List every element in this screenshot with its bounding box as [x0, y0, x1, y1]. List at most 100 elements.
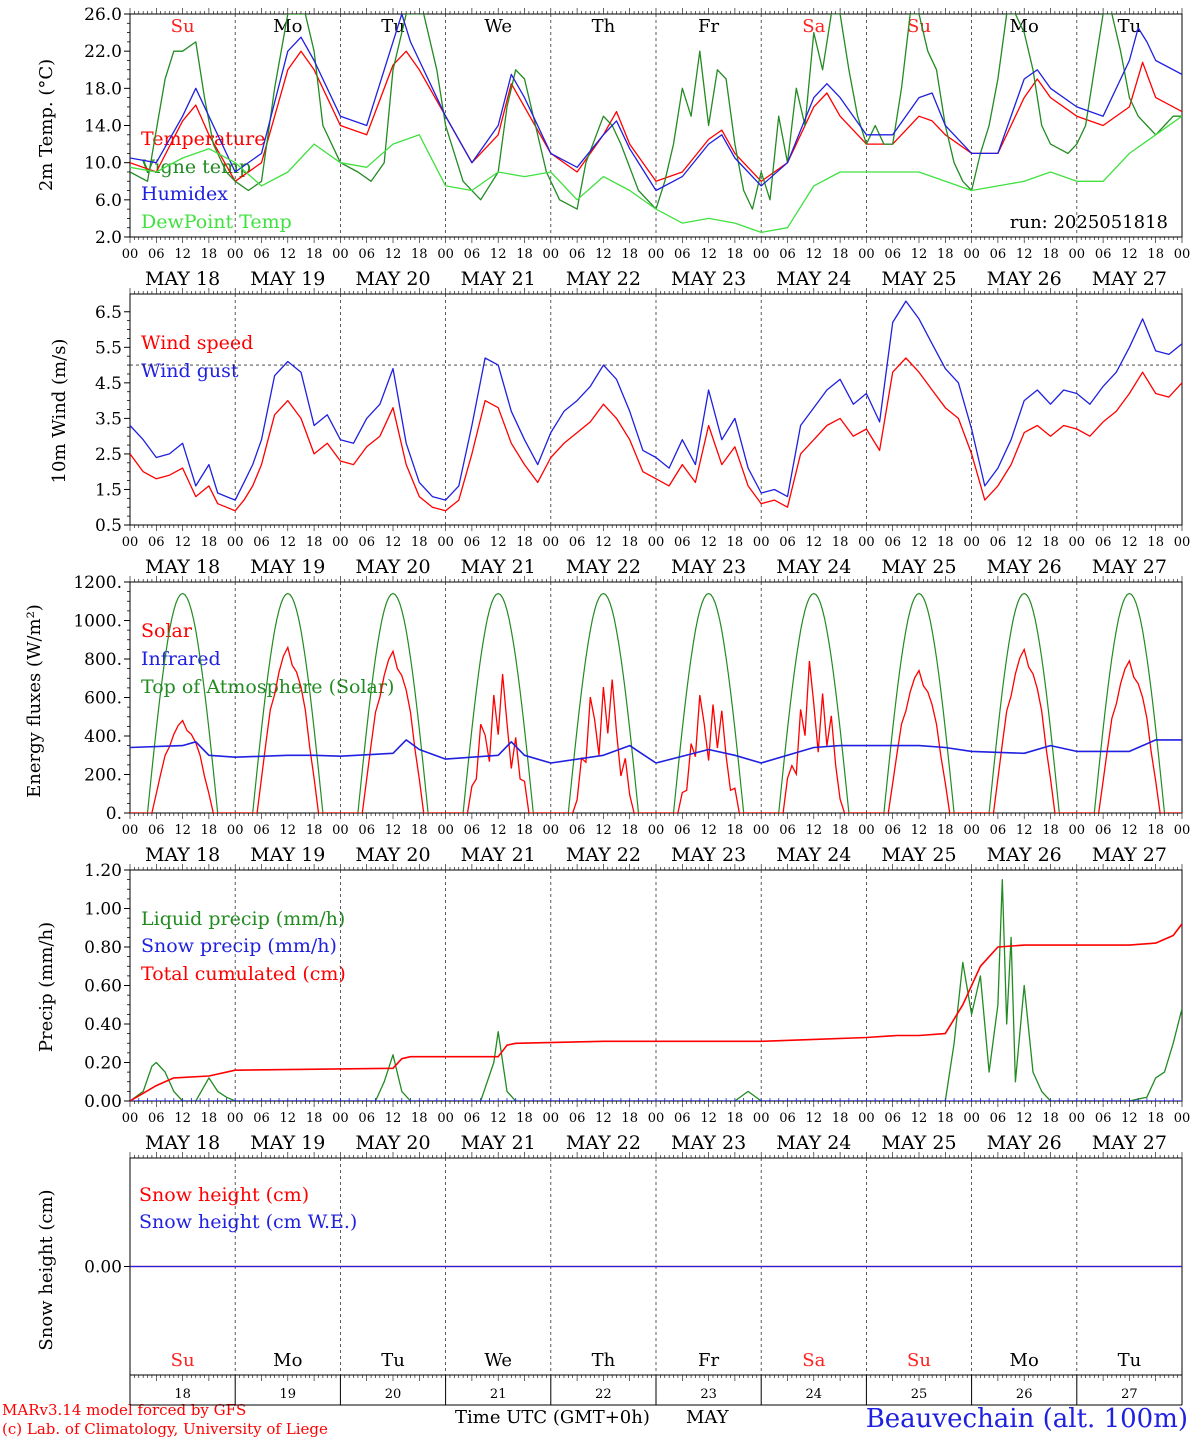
hour-tick-label: 00 [227, 1111, 244, 1126]
y-tick-label: 2.5 [95, 445, 122, 465]
date-label: MAY 23 [671, 556, 746, 578]
hour-tick-label: 12 [280, 1111, 297, 1126]
hour-tick-label: 06 [1095, 823, 1112, 838]
hour-tick-label: 18 [621, 535, 638, 550]
day-number-label: 20 [385, 1387, 402, 1402]
hour-tick-label: 12 [911, 1111, 928, 1126]
hour-tick-label: 12 [1121, 823, 1138, 838]
snow-ylabel: Snow height (cm) [36, 1189, 57, 1350]
hour-tick-label: 00 [543, 1111, 560, 1126]
hour-tick-label: 00 [858, 823, 875, 838]
hour-tick-label: 06 [253, 823, 270, 838]
hour-tick-label: 06 [464, 1111, 481, 1126]
hour-tick-label: 12 [174, 247, 191, 262]
hour-tick-label: 06 [779, 1111, 796, 1126]
hour-tick-label: 12 [911, 247, 928, 262]
date-label: MAY 18 [145, 844, 220, 866]
date-label: MAY 18 [145, 556, 220, 578]
hour-tick-label: 18 [411, 1111, 428, 1126]
date-label: MAY 21 [461, 844, 536, 866]
weekday-label: Tu [1118, 16, 1142, 37]
y-tick-label: 5.5 [95, 338, 122, 358]
date-label: MAY 24 [776, 844, 851, 866]
hour-tick-label: 18 [1147, 1111, 1164, 1126]
hour-tick-label: 12 [700, 823, 717, 838]
series-infrared [130, 739, 1182, 764]
energy-series [130, 592, 1182, 813]
hour-tick-label: 18 [516, 823, 533, 838]
hour-tick-label: 00 [858, 247, 875, 262]
date-label: MAY 19 [250, 844, 325, 866]
hour-tick-label: 12 [1016, 1111, 1033, 1126]
hour-tick-label: 00 [648, 535, 665, 550]
hour-tick-label: 12 [595, 535, 612, 550]
y-tick-label: 0.00 [84, 1092, 122, 1112]
hour-tick-label: 00 [753, 247, 770, 262]
hour-tick-label: 12 [280, 823, 297, 838]
hour-tick-label: 12 [385, 823, 402, 838]
hour-tick-label: 06 [358, 1111, 375, 1126]
hour-tick-label: 06 [253, 535, 270, 550]
legend-dewpoint-temp: DewPoint Temp [141, 211, 292, 233]
date-label: MAY 18 [145, 1132, 220, 1154]
hour-tick-label: 18 [621, 823, 638, 838]
hour-tick-label: 06 [358, 247, 375, 262]
series-liquid-precip-mm-h [130, 878, 1182, 1101]
hour-tick-label: 00 [227, 535, 244, 550]
hour-tick-label: 06 [779, 823, 796, 838]
y-tick-label: 0.40 [84, 1015, 122, 1035]
date-label: MAY 22 [566, 268, 641, 290]
y-tick-label: 0.00 [84, 1258, 122, 1278]
weekday-label: Mo [273, 16, 302, 37]
snow-plot: 0.00 Su Mo Tu We Th Fr Sa Su Mo Tu 18 19 20 21 22 23 24 25… [84, 1152, 1183, 1406]
hour-tick-label: 12 [490, 247, 507, 262]
energy-plot: 0. 200. 400. 600. 800. 1000. 1200. 00 06 12 18 MAY … [73, 573, 1190, 866]
hour-tick-label: 18 [1042, 247, 1059, 262]
hour-tick-label: 12 [911, 823, 928, 838]
hour-tick-label: 06 [148, 247, 165, 262]
hour-tick-label: 00 [1069, 823, 1086, 838]
hour-tick-label: 00 [648, 247, 665, 262]
hour-tick-label: 18 [621, 1111, 638, 1126]
hour-tick-label: 12 [280, 535, 297, 550]
weekday-label: Sa [802, 16, 825, 37]
hour-tick-label: 00 [963, 535, 980, 550]
hour-tick-label: 06 [569, 535, 586, 550]
date-label: MAY 20 [355, 844, 430, 866]
hour-tick-label: 06 [990, 1111, 1007, 1126]
hour-tick-label: 18 [1147, 823, 1164, 838]
hour-tick-label: 18 [727, 535, 744, 550]
y-tick-label: 10.0 [84, 154, 122, 174]
series-wind-gust [130, 300, 1182, 501]
hour-tick-label: 12 [595, 247, 612, 262]
hour-tick-label: 00 [227, 823, 244, 838]
hour-tick-label: 18 [411, 247, 428, 262]
hour-tick-label: 00 [1069, 247, 1086, 262]
series-solar [130, 645, 1182, 813]
date-label: MAY 25 [881, 1132, 956, 1154]
date-label: MAY 26 [987, 1132, 1062, 1154]
y-tick-label: 1200. [73, 573, 122, 593]
hour-tick-label: 06 [464, 823, 481, 838]
date-label: MAY 21 [461, 556, 536, 578]
hour-tick-label: 18 [1042, 535, 1059, 550]
y-tick-label: 22.0 [84, 42, 122, 62]
hour-tick-label: 00 [753, 823, 770, 838]
date-label: MAY 18 [145, 268, 220, 290]
weekday-label: Th [592, 16, 616, 37]
hour-tick-label: 06 [990, 247, 1007, 262]
hour-tick-label: 18 [937, 247, 954, 262]
y-tick-label: 1.20 [84, 861, 122, 881]
y-tick-label: 4.5 [95, 374, 122, 394]
date-label: MAY 27 [1092, 556, 1167, 578]
y-tick-label: 6.5 [95, 303, 122, 323]
hour-tick-label: 18 [306, 823, 323, 838]
date-label: MAY 27 [1092, 1132, 1167, 1154]
y-tick-label: 14.0 [84, 117, 122, 137]
wind-panel: 10m Wind (m/s) Wind speed Wind gust [49, 332, 253, 483]
day-number-label: 23 [700, 1387, 717, 1402]
hour-tick-label: 06 [1095, 247, 1112, 262]
weekday-label: Su [907, 1350, 931, 1371]
day-number-label: 19 [280, 1387, 297, 1402]
